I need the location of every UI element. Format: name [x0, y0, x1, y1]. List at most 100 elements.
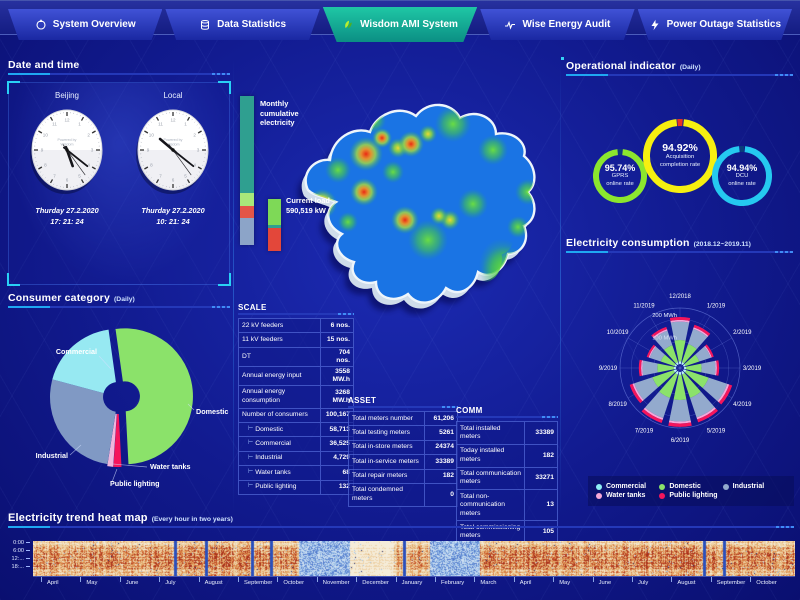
tab-label: System Overview [52, 19, 136, 30]
database-icon [201, 19, 210, 30]
clock-time: 17: 21: 24 [50, 217, 84, 227]
svg-text:11: 11 [158, 122, 163, 127]
operational-indicator-header: Operational indicator (Daily) [561, 57, 793, 76]
legend-item-commercial[interactable]: Commercial [596, 483, 659, 490]
svg-text:6/2019: 6/2019 [671, 438, 690, 444]
consumption-rose-chart: 12/2018 1/2019 2/2019 3/2019 4/2019 5/2019 6/2… [599, 294, 762, 444]
svg-text:6: 6 [172, 178, 175, 183]
heatmap-month-label: June [119, 577, 139, 586]
panel-subtitle: (2018.12~2019.11) [693, 241, 751, 248]
bar-segment [268, 228, 281, 251]
branch-icon: ⊢ [248, 454, 254, 461]
heatmap-month-label: March [474, 577, 497, 586]
table-row: 22 kV feeders 6 nos. [238, 318, 354, 334]
svg-text:11: 11 [52, 122, 57, 127]
svg-text:4/2019: 4/2019 [733, 402, 752, 408]
bar-segment [240, 96, 254, 193]
svg-text:5: 5 [78, 174, 81, 179]
svg-text:9/2019: 9/2019 [599, 366, 618, 372]
panel-subtitle: (Every hour in two years) [151, 516, 233, 523]
asset-table: Total meters number 61,206 Total testing m… [348, 411, 458, 507]
table-row: Total in-service meters 33389 [348, 455, 458, 470]
scale-table: 22 kV feeders 6 nos. 11 kV feeders 15 nos. D… [238, 318, 354, 495]
tab-wise-energy-audit[interactable]: Wise Energy Audit [480, 9, 635, 40]
svg-text:3: 3 [91, 148, 94, 153]
gauge-value: 94.92% [662, 142, 698, 155]
lightning-icon [651, 19, 659, 30]
pulse-icon [505, 20, 516, 30]
heatmap-month-label: May [80, 577, 98, 586]
svg-text:2: 2 [193, 133, 196, 138]
corner-dot [561, 57, 564, 60]
legend-dot [659, 492, 666, 499]
bar-segment [268, 225, 281, 229]
svg-text:12/2018: 12/2018 [669, 294, 691, 300]
tab-power-outage-statistics[interactable]: Power Outage Statistics [637, 9, 793, 40]
legend-item-public-lighting[interactable]: Public lighting [659, 492, 722, 499]
table-row: ⊢ Domestic 58,713 [238, 423, 354, 438]
svg-text:Wisdom: Wisdom [61, 142, 74, 146]
tab-label: Data Statistics [217, 19, 287, 30]
electricity-consumption-header: Electricity consumption (2018.12~2019.11… [566, 237, 793, 253]
current-load-value: 590,519 kW [286, 205, 326, 215]
clock-local: Local 1 2 3 4 5 6 7 8 9 10 11 12 Powered by Wisdom Th… [121, 91, 225, 281]
table-title: ASSET [348, 396, 377, 405]
table-row: Total condemned meters 0 [348, 483, 458, 507]
panel-subtitle: (Daily) [114, 296, 135, 303]
corner-bracket [7, 81, 20, 94]
svg-text:8: 8 [44, 163, 47, 168]
panel-title: Date and time [8, 59, 80, 71]
legend-item-water-tanks[interactable]: Water tanks [596, 492, 659, 499]
table-row: Total in-store meters 24374 [348, 440, 458, 456]
branch-icon: ⊢ [248, 469, 254, 476]
svg-text:1/2019: 1/2019 [707, 304, 726, 310]
heatmap-ytick: 18:... [6, 564, 30, 570]
nav-bar: System Overview Data Statistics Wisdom A… [8, 7, 793, 42]
svg-text:7: 7 [159, 174, 162, 179]
heatmap-header: Electricity trend heat map (Every hour i… [8, 512, 794, 528]
svg-text:5/2019: 5/2019 [707, 428, 726, 434]
svg-text:Powered by: Powered by [164, 138, 183, 142]
svg-text:4: 4 [193, 163, 196, 168]
table-row: ⊢ Commercial 36,525 [238, 437, 354, 452]
table-row: Total non-communication meters 13 [456, 490, 558, 522]
tab-system-overview[interactable]: System Overview [8, 9, 163, 40]
clock-city-label: Local [163, 91, 183, 100]
table-row: ⊢ Industrial 4,729 [238, 451, 354, 467]
tab-data-statistics[interactable]: Data Statistics [165, 9, 320, 40]
svg-text:11/2019: 11/2019 [633, 304, 655, 310]
legend-item-domestic[interactable]: Domestic [659, 483, 722, 490]
legend-item-industrial[interactable]: Industrial [722, 483, 786, 490]
heatmap-month-label: January [395, 577, 423, 586]
svg-text:12: 12 [64, 118, 70, 123]
dcu-online-rate-gauge: 94.94% DCU online rate [712, 146, 772, 206]
region-load-heat-map [297, 103, 536, 315]
svg-text:4: 4 [87, 163, 90, 168]
bar-segment [240, 192, 254, 207]
heatmap-month-label: April [41, 577, 59, 586]
panel-title: Operational indicator [566, 60, 676, 72]
heatmap-month-axis: April May June July August September October No… [0, 577, 800, 590]
gauge-value: 94.94% [726, 163, 758, 174]
svg-text:6: 6 [66, 178, 69, 183]
svg-text:Commercial: Commercial [56, 347, 97, 356]
table-row: Total testing meters 5261 [348, 426, 458, 441]
tab-wisdom-ami-system[interactable]: Wisdom AMI System [322, 7, 478, 42]
svg-text:9: 9 [147, 148, 150, 153]
table-row: Number of consumers 100,167 [238, 408, 354, 423]
svg-text:1: 1 [78, 122, 81, 127]
divider-left [233, 58, 234, 514]
branch-icon: ⊢ [248, 483, 254, 490]
heatmap-month-label: February [434, 577, 465, 586]
svg-text:12: 12 [170, 118, 176, 123]
table-title: SCALE [238, 303, 267, 312]
svg-text:1: 1 [184, 122, 187, 127]
svg-text:200 MWh: 200 MWh [652, 313, 677, 319]
svg-text:8/2019: 8/2019 [608, 402, 627, 408]
panel-title: Electricity trend heat map [8, 512, 148, 524]
svg-text:8: 8 [150, 163, 153, 168]
svg-text:2/2019: 2/2019 [733, 330, 752, 336]
svg-text:Powered by: Powered by [58, 138, 77, 142]
heatmap-month-label: December [356, 577, 389, 586]
